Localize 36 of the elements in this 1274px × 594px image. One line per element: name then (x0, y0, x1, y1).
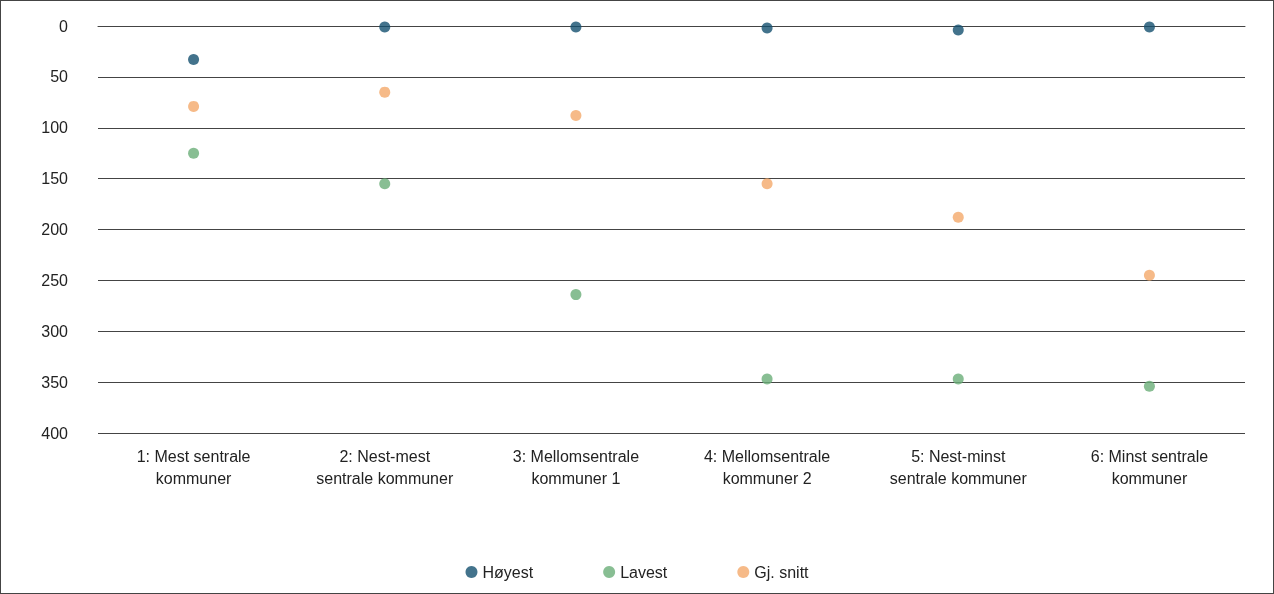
y-tick-label: 300 (41, 322, 69, 340)
legend-label: Gj. snitt (754, 563, 810, 581)
x-tick-label: 4: Mellomsentrale kommuner 2 (703, 447, 831, 487)
x-tick-label: 2: Nest-mest sentrale kommuner (316, 447, 454, 487)
point (570, 110, 582, 122)
point (379, 178, 391, 190)
y-tick-label: 100 (41, 119, 69, 137)
x-tick-label: 5: Nest-minst sentrale kommuner (889, 447, 1028, 487)
point (952, 373, 964, 385)
y-tick-label: 150 (41, 170, 69, 188)
point (1143, 380, 1155, 392)
point (761, 178, 773, 190)
x-tick-label: 6: Minst sentrale kommuner (1090, 447, 1209, 487)
point (761, 373, 773, 385)
point (188, 54, 200, 66)
y-tick-label: 350 (41, 373, 69, 391)
point (379, 21, 391, 33)
point (952, 211, 964, 223)
point (761, 22, 773, 34)
point (379, 86, 391, 98)
y-tick-label: 50 (50, 68, 69, 86)
y-tick-label: 250 (41, 271, 69, 289)
point (1143, 269, 1155, 281)
point (188, 147, 200, 159)
point (1143, 21, 1155, 33)
y-tick-label: 200 (41, 221, 69, 238)
legend-label: Lavest (620, 563, 668, 581)
point (952, 24, 964, 36)
x-tick-label: 3: Mellomsentrale kommuner 1 (512, 447, 640, 487)
legend-label: Høyest (482, 563, 534, 581)
point (570, 21, 582, 33)
point (570, 289, 582, 301)
point (188, 100, 200, 112)
y-tick-label: 0 (59, 17, 69, 35)
y-tick-label: 400 (41, 424, 69, 442)
x-tick-label: 1: Mest sentrale kommuner (136, 447, 251, 487)
